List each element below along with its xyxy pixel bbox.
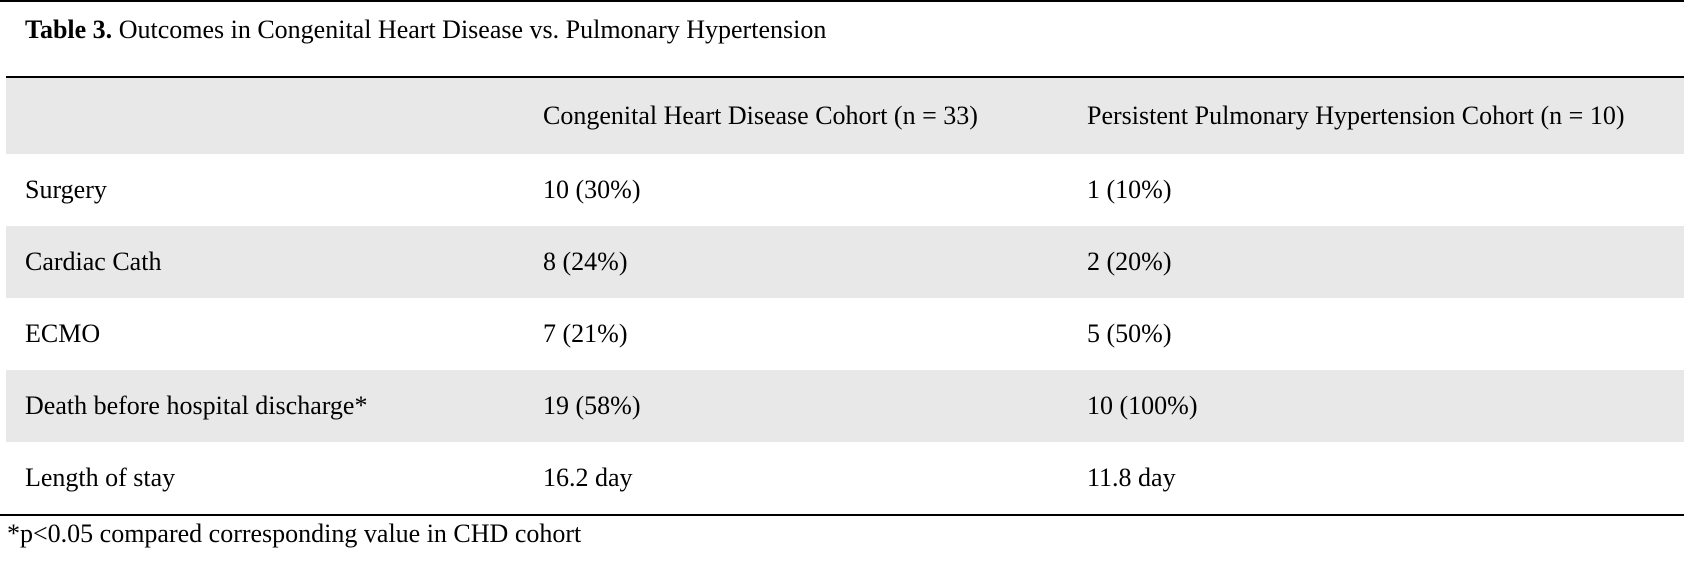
pph-value: 5 (50%) (1087, 319, 1172, 348)
pph-value: 10 (100%) (1087, 391, 1198, 420)
pph-value: 11.8 day (1087, 463, 1176, 492)
column-header-chd: Congenital Heart Disease Cohort (n = 33) (543, 101, 978, 130)
table-bottom-rule (0, 514, 1684, 516)
row-label: ECMO (25, 319, 101, 348)
row-label: Length of stay (25, 463, 176, 492)
table-footnote: *p<0.05 compared corresponding value in … (7, 519, 582, 548)
table-grid: Congenital Heart Disease Cohort (n = 33)… (6, 78, 1684, 514)
row-label: Cardiac Cath (25, 247, 162, 276)
column-header-pph: Persistent Pulmonary Hypertension Cohort… (1087, 101, 1625, 130)
table-header-rule (6, 76, 1684, 78)
chd-value: 7 (21%) (543, 319, 628, 348)
table-row: Death before hospital discharge* 19 (58%… (6, 370, 1684, 442)
table-top-rule (0, 0, 1684, 2)
table-row: ECMO 7 (21%) 5 (50%) (6, 298, 1684, 370)
row-label: Surgery (25, 175, 107, 204)
table-row: Surgery 10 (30%) 1 (10%) (6, 154, 1684, 226)
pph-value: 2 (20%) (1087, 247, 1172, 276)
table-caption: Table 3. Outcomes in Congenital Heart Di… (25, 14, 826, 46)
table-header-row: Congenital Heart Disease Cohort (n = 33)… (6, 78, 1684, 154)
chd-value: 10 (30%) (543, 175, 641, 204)
table-caption-label: Table 3. (25, 15, 113, 44)
table-row: Cardiac Cath 8 (24%) 2 (20%) (6, 226, 1684, 298)
table-caption-text: Outcomes in Congenital Heart Disease vs.… (112, 15, 827, 44)
row-label: Death before hospital discharge* (25, 391, 368, 420)
table-row: Length of stay 16.2 day 11.8 day (6, 442, 1684, 514)
chd-value: 8 (24%) (543, 247, 628, 276)
pph-value: 1 (10%) (1087, 175, 1172, 204)
chd-value: 16.2 day (543, 463, 633, 492)
chd-value: 19 (58%) (543, 391, 641, 420)
